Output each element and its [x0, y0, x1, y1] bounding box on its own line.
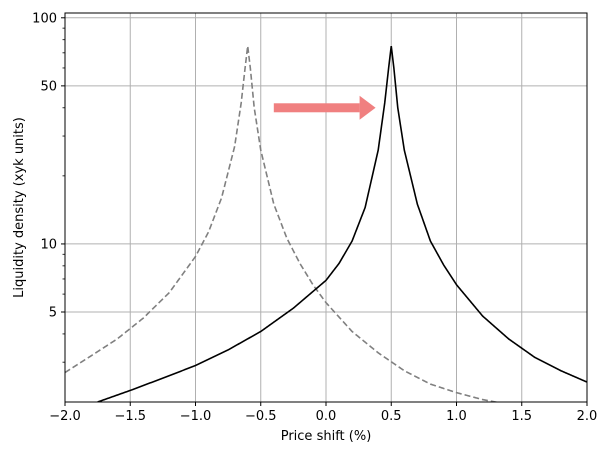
- y-tick-label: 10: [40, 237, 57, 252]
- x-axis-label: Price shift (%): [281, 429, 372, 444]
- x-axis-ticks: −2.0 −1.5 −1.0 −0.5 0.0 0.5 1.0 1.5 2.0: [49, 402, 597, 424]
- x-tick-label: 0.5: [381, 409, 402, 424]
- x-tick-label: 1.5: [511, 409, 532, 424]
- series-line-dashed: [65, 45, 500, 402]
- y-axis-ticks: 5 10 50 100: [32, 11, 65, 363]
- y-tick-label: 50: [40, 79, 57, 94]
- y-tick-label: 100: [32, 11, 57, 26]
- x-tick-label: 2.0: [577, 409, 598, 424]
- shift-arrow-head: [359, 95, 376, 120]
- series-line-solid: [97, 45, 587, 402]
- x-tick-label: −1.0: [180, 409, 212, 424]
- x-tick-label: −0.5: [245, 409, 277, 424]
- x-tick-label: 0.0: [316, 409, 337, 424]
- x-tick-label: 1.0: [446, 409, 467, 424]
- y-axis-label: Liquidity density (xyk units): [12, 117, 27, 298]
- grid-lines: [64, 13, 588, 402]
- x-tick-label: −2.0: [49, 409, 81, 424]
- x-tick-label: −1.5: [114, 409, 146, 424]
- annotation-layer: [273, 95, 376, 120]
- series-layer: [65, 45, 587, 402]
- y-tick-label: 5: [49, 306, 57, 321]
- shift-arrow-body: [273, 103, 360, 113]
